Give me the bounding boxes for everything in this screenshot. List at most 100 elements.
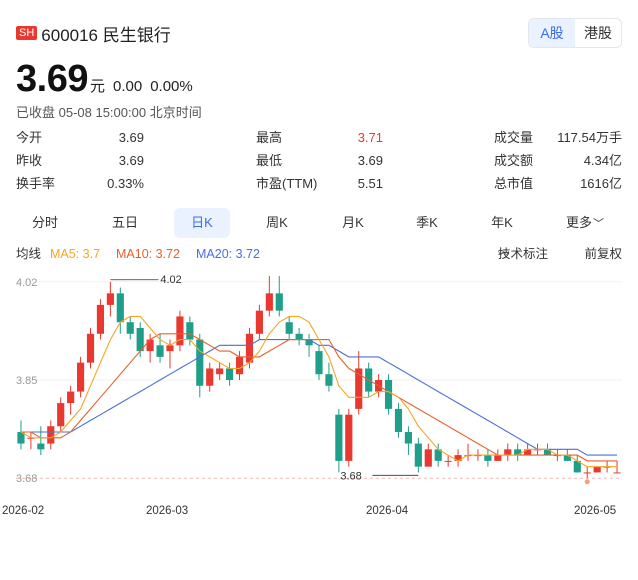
- tab-a-share[interactable]: A股: [529, 19, 575, 47]
- tab-daily-k[interactable]: 日K: [174, 208, 230, 238]
- candle-body: [235, 356, 244, 375]
- stat-value: 3.69: [118, 153, 144, 168]
- tech-annotation-label: 技术标注: [498, 247, 549, 261]
- current-price: 3.69: [16, 58, 88, 100]
- tab-monthly-k[interactable]: 月K: [342, 215, 364, 230]
- candle-body: [86, 333, 95, 363]
- candle-body: [37, 443, 45, 450]
- candle-body: [216, 368, 224, 375]
- y-tick-label: 3.68: [16, 473, 37, 485]
- candle-body: [17, 432, 25, 444]
- stat-value: 117.54万手: [557, 130, 622, 145]
- tab-intraday[interactable]: 分时: [31, 215, 58, 230]
- price-change-pct: 0.00%: [150, 78, 193, 95]
- market-status: 已收盘 05-08 15:00:00 北京时间: [16, 105, 202, 120]
- candle-body: [384, 380, 393, 409]
- candle-body: [196, 339, 204, 386]
- stock-header: SH 600016 民生银行: [16, 20, 171, 46]
- candle-body: [355, 368, 363, 409]
- candle-body: [186, 322, 194, 340]
- candle-body: [126, 322, 134, 334]
- x-tick-label: 2026-04: [366, 505, 409, 517]
- stat-low: 最低 3.69: [256, 151, 383, 171]
- adjust-toggle[interactable]: 前复权: [584, 247, 622, 261]
- stat-label: 成交额: [494, 153, 534, 168]
- stat-high: 最高 3.71: [256, 128, 383, 148]
- candle-body: [613, 472, 621, 474]
- candle-body: [335, 414, 343, 461]
- stat-prev-close: 昨收 3.69: [16, 151, 144, 171]
- stat-value: 3.69: [118, 130, 144, 145]
- stat-label: 换手率: [16, 176, 56, 191]
- candle-body: [494, 455, 502, 461]
- ma-legend: 均线 MA5: 3.7 MA10: 3.72 MA20: 3.72 〰 技术标注…: [16, 244, 622, 264]
- event-marker: [584, 479, 590, 485]
- market-toggle: A股 港股: [528, 18, 622, 48]
- candle-body: [563, 455, 571, 461]
- candle-body: [484, 455, 492, 461]
- stat-label: 最低: [256, 153, 283, 168]
- candle-body: [573, 460, 581, 473]
- x-tick-label: 2026-03: [146, 505, 188, 517]
- tab-hk-share[interactable]: 港股: [584, 25, 612, 41]
- candle-body: [47, 426, 55, 444]
- candle-body: [206, 368, 214, 386]
- tab-five-day[interactable]: 五日: [111, 215, 138, 230]
- stat-value: 1616亿: [580, 176, 622, 191]
- candle-body: [593, 466, 601, 473]
- price-row: 3.69 元 0.00 0.00%: [16, 58, 193, 101]
- chevron-down-icon: ﹀: [593, 218, 604, 230]
- y-tick-label: 3.85: [16, 375, 37, 387]
- candle-body: [514, 449, 522, 456]
- stock-title: 600016 民生银行: [41, 25, 171, 45]
- candle-body: [315, 351, 323, 375]
- candle-body: [176, 316, 184, 346]
- candle-body: [285, 322, 293, 334]
- ma10-value: MA10: 3.72: [116, 247, 180, 261]
- stat-label: 成交量: [494, 130, 534, 145]
- stat-market-cap: 总市值 1616亿: [494, 174, 622, 194]
- candle-body: [444, 460, 452, 462]
- ma20-value: MA20: 3.72: [196, 247, 260, 261]
- candle-body: [106, 293, 114, 305]
- stat-turnover-rate: 换手率 0.33%: [16, 174, 144, 194]
- ma20-line: [21, 339, 617, 456]
- ma5-line: [20, 315, 617, 468]
- candle-body: [345, 414, 353, 461]
- candle-body: [265, 293, 273, 311]
- candle-body: [146, 339, 154, 352]
- candle-body: [57, 403, 65, 427]
- candle-body: [504, 449, 512, 456]
- stat-pe-ttm: 市盈(TTM) 5.51: [256, 174, 383, 194]
- stat-value: 4.34亿: [583, 153, 622, 168]
- candle-body: [295, 333, 303, 340]
- more-label: 更多: [565, 215, 592, 230]
- x-tick-label: 2026-05: [574, 505, 616, 517]
- stat-value: 3.69: [357, 153, 383, 168]
- candle-body: [255, 310, 263, 334]
- candle-body: [245, 333, 254, 363]
- max-annotation-label: 4.02: [160, 274, 181, 286]
- tab-weekly-k[interactable]: 周K: [266, 215, 288, 230]
- candle-body: [543, 449, 552, 456]
- candle-body: [524, 449, 532, 456]
- more-dropdown[interactable]: 更多﹀: [548, 208, 622, 238]
- x-tick-label: 2026-02: [2, 505, 44, 517]
- exchange-badge: SH: [16, 26, 38, 40]
- candle-body: [325, 374, 333, 386]
- candle-body: [454, 455, 462, 461]
- candle-body: [116, 293, 124, 323]
- candle-body: [434, 449, 442, 461]
- min-annotation-label: 3.68: [340, 470, 361, 482]
- candle-body: [404, 432, 412, 444]
- candle-body: [156, 345, 164, 357]
- tab-yearly-k[interactable]: 年K: [491, 215, 513, 230]
- stat-turnover: 成交额 4.34亿: [494, 151, 622, 171]
- stat-value: 3.71: [357, 130, 383, 145]
- tab-quarterly-k[interactable]: 季K: [416, 215, 438, 230]
- candle-body: [305, 339, 313, 346]
- candle-body: [275, 293, 283, 311]
- candlestick-chart[interactable]: 4.02 3.85 3.68 4.02 3.68 2026-02 2026-03 2026-0…: [0, 270, 638, 520]
- stat-label: 最高: [256, 130, 283, 145]
